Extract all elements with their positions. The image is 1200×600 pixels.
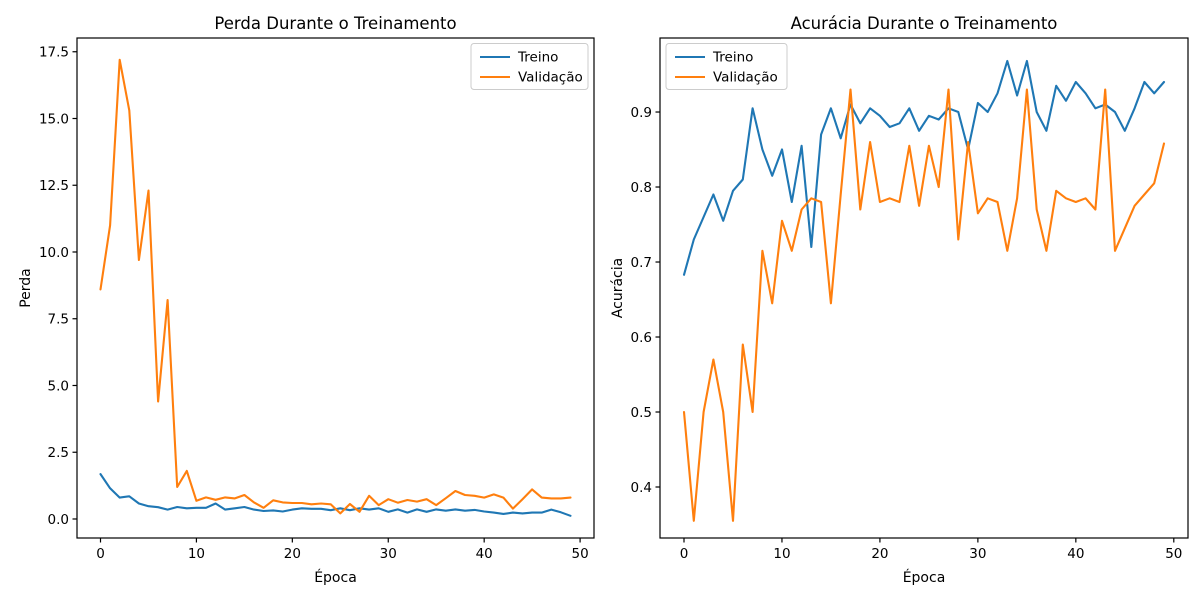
y-tick-label: 5.0 xyxy=(48,378,69,394)
legend-validacao-label: Validação xyxy=(518,70,583,86)
y-tick-label: 0.5 xyxy=(631,405,652,421)
y-tick-label: 7.5 xyxy=(48,312,69,328)
loss-plot-legend: Treino Validação xyxy=(470,43,589,90)
x-tick-label: 30 xyxy=(969,546,986,562)
x-tick-label: 0 xyxy=(96,546,105,562)
y-tick-label: 0.9 xyxy=(631,105,652,121)
x-tick-label: 20 xyxy=(284,546,301,562)
accuracy-plot-legend: Treino Validação xyxy=(665,43,788,90)
x-tick-label: 20 xyxy=(871,546,888,562)
legend-treino-label: Treino xyxy=(712,50,753,66)
y-tick-label: 0.6 xyxy=(631,330,652,346)
y-tick-label: 0.8 xyxy=(631,180,652,196)
accuracy-plot: Acurácia Durante o Treinamento 0 10 20 30 40 5… xyxy=(610,14,1189,586)
loss-plot-spines xyxy=(76,37,595,539)
accuracy-plot-y-axis: 0.4 0.5 0.6 0.7 0.8 0.9 Acurácia xyxy=(610,105,660,496)
x-tick-label: 30 xyxy=(380,546,397,562)
y-tick-label: 10.0 xyxy=(39,245,69,261)
y-tick-label: 0.0 xyxy=(48,512,69,528)
x-tick-label: 40 xyxy=(1067,546,1084,562)
loss-plot-y-axis: 0.0 2.5 5.0 7.5 10.0 12.5 15.0 17.5 Perda xyxy=(18,45,77,528)
accuracy-plot-validacao-line xyxy=(682,88,1166,522)
x-tick-label: 50 xyxy=(571,546,588,562)
y-tick-label: 12.5 xyxy=(39,178,69,194)
y-tick-label: 2.5 xyxy=(48,445,69,461)
accuracy-plot-title: Acurácia Durante o Treinamento xyxy=(791,14,1058,33)
x-tick-label: 10 xyxy=(188,546,205,562)
legend-treino-label: Treino xyxy=(517,50,558,66)
y-tick-label: 17.5 xyxy=(39,45,69,61)
loss-plot-ylabel: Perda xyxy=(18,268,34,308)
accuracy-plot-x-axis: 0 10 20 30 40 50 Época xyxy=(680,538,1182,586)
loss-plot: Perda Durante o Treinamento 0 10 20 30 40 50 Ép… xyxy=(18,14,595,586)
accuracy-plot-treino-line xyxy=(682,59,1166,276)
x-tick-label: 40 xyxy=(476,546,493,562)
y-tick-label: 0.7 xyxy=(631,255,652,271)
loss-plot-x-axis: 0 10 20 30 40 50 Época xyxy=(96,538,589,586)
legend-validacao-label: Validação xyxy=(713,70,778,86)
y-tick-label: 0.4 xyxy=(631,480,652,496)
loss-plot-title: Perda Durante o Treinamento xyxy=(214,14,456,33)
x-tick-label: 10 xyxy=(773,546,790,562)
x-tick-label: 0 xyxy=(680,546,689,562)
accuracy-plot-ylabel: Acurácia xyxy=(610,258,626,318)
accuracy-plot-spines xyxy=(659,37,1189,539)
y-tick-label: 15.0 xyxy=(39,111,69,127)
accuracy-plot-xlabel: Época xyxy=(903,569,946,586)
loss-plot-xlabel: Época xyxy=(314,569,357,586)
x-tick-label: 50 xyxy=(1165,546,1182,562)
loss-plot-validacao-line xyxy=(99,58,572,515)
